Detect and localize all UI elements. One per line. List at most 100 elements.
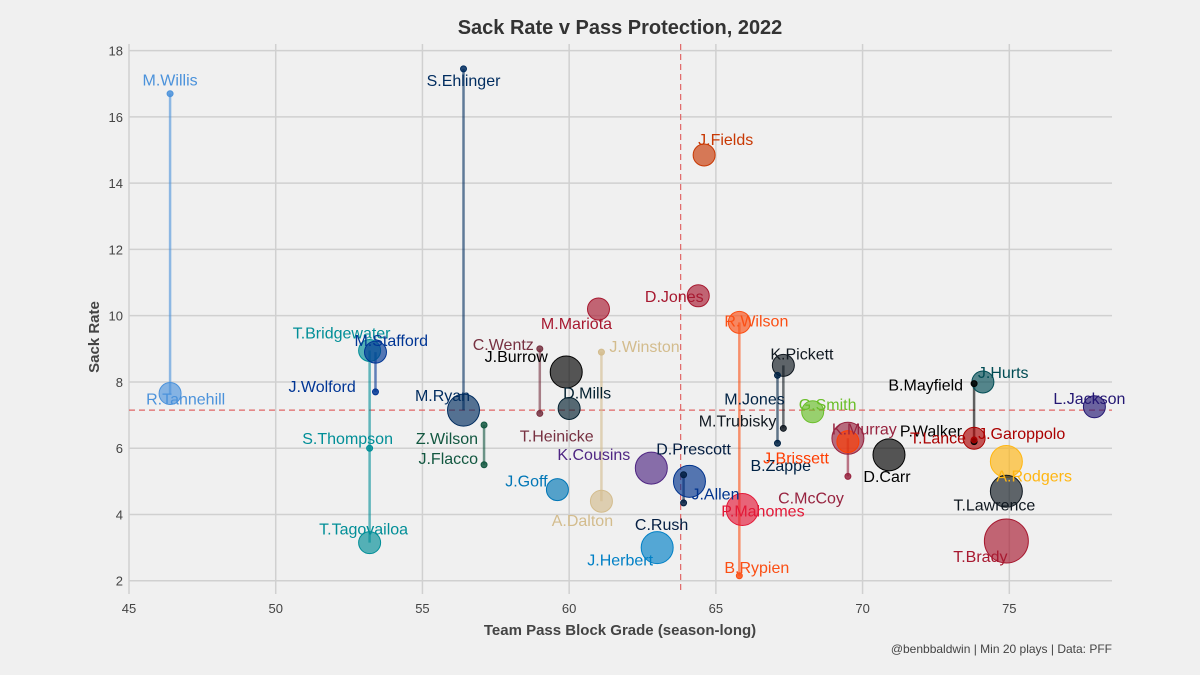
label-d-mills: D.Mills xyxy=(563,385,611,402)
point-m-willis xyxy=(166,90,174,98)
point-s-ehlinger xyxy=(460,65,468,73)
reference-lines xyxy=(129,44,1112,594)
label-d-carr: D.Carr xyxy=(863,469,911,486)
chart-title: Sack Rate v Pass Protection, 2022 xyxy=(458,17,783,39)
label-m-jones: M.Jones xyxy=(724,391,784,408)
point-c-mccoy xyxy=(844,472,852,480)
point-j-garoppolo xyxy=(970,436,978,444)
label-a-dalton: A.Dalton xyxy=(552,513,613,530)
y-tick-label: 12 xyxy=(109,242,123,257)
label-s-thompson: S.Thompson xyxy=(302,431,393,448)
data-points xyxy=(158,65,1106,580)
point-j-brissett xyxy=(836,430,860,454)
label-j-hurts: J.Hurts xyxy=(978,365,1029,382)
x-tick-label: 75 xyxy=(1002,601,1016,616)
point-k-cousins xyxy=(634,451,668,485)
point-j-wolford xyxy=(371,388,379,396)
y-tick-label: 18 xyxy=(109,44,123,59)
point-d-mills xyxy=(557,396,581,420)
point-d-jones xyxy=(686,284,710,308)
point-l-jackson xyxy=(1082,395,1106,419)
point-b-zappe xyxy=(773,439,781,447)
label-m-willis: M.Willis xyxy=(143,73,198,90)
y-tick-label: 4 xyxy=(116,507,123,522)
x-tick-label: 45 xyxy=(122,601,136,616)
point-t-heinicke xyxy=(536,409,544,417)
label-t-tagovailoa: T.Tagovailoa xyxy=(319,522,408,539)
label-k-murray: K.Murray xyxy=(832,421,897,438)
label-b-mayfield: B.Mayfield xyxy=(888,378,963,395)
label-j-burrow: J.Burrow xyxy=(485,349,549,366)
point-m-ryan xyxy=(447,393,481,427)
y-axis-ticks: 2 4 6 8 10 12 14 16 18 xyxy=(109,44,123,589)
source-caption: @benbbaldwin | Min 20 plays | Data: PFF xyxy=(891,642,1112,656)
point-m-trubisky xyxy=(779,424,787,432)
label-j-winston: J.Winston xyxy=(609,339,679,356)
label-p-mahomes: P.Mahomes xyxy=(721,504,804,521)
label-j-herbert: J.Herbert xyxy=(587,553,653,570)
point-r-tannehill xyxy=(158,382,182,406)
label-m-stafford: M.Stafford xyxy=(354,333,428,350)
x-tick-label: 70 xyxy=(855,601,869,616)
y-tick-label: 10 xyxy=(109,309,123,324)
label-m-ryan: M.Ryan xyxy=(415,388,470,405)
label-j-wolford: J.Wolford xyxy=(288,379,355,396)
label-t-lawrence: T.Lawrence xyxy=(953,497,1035,514)
x-tick-label: 65 xyxy=(709,601,723,616)
point-j-flacco xyxy=(480,461,488,469)
label-m-trubisky: M.Trubisky xyxy=(699,413,777,430)
point-j-burrow xyxy=(549,355,583,389)
y-tick-label: 2 xyxy=(116,574,123,589)
label-s-ehlinger: S.Ehlinger xyxy=(427,73,501,90)
y-tick-label: 6 xyxy=(116,441,123,456)
point-t-lawrence xyxy=(989,474,1023,508)
point-c-rush xyxy=(680,499,688,507)
x-tick-label: 60 xyxy=(562,601,576,616)
point-labels: M.Willis R.Tannehill S.Ehlinger M.Ryan T.Bri… xyxy=(143,73,1126,577)
x-axis-title: Team Pass Block Grade (season-long) xyxy=(484,622,756,639)
point-j-herbert xyxy=(640,531,674,565)
x-axis-ticks: 45 50 55 60 65 70 75 xyxy=(122,601,1017,616)
point-s-thompson xyxy=(366,444,374,452)
label-d-prescott: D.Prescott xyxy=(656,442,731,459)
point-d-prescott xyxy=(680,471,688,479)
point-g-smith xyxy=(801,400,825,424)
label-k-cousins: K.Cousins xyxy=(557,447,630,464)
point-j-fields xyxy=(692,143,716,167)
label-j-fields: J.Fields xyxy=(698,132,753,149)
label-c-rush: C.Rush xyxy=(635,517,688,534)
point-d-carr xyxy=(872,438,906,472)
point-c-wentz xyxy=(536,345,544,353)
label-d-jones: D.Jones xyxy=(645,289,704,306)
label-m-mariota: M.Mariota xyxy=(541,316,612,333)
label-p-walker: P.Walker xyxy=(900,424,963,441)
label-b-rypien: B.Rypien xyxy=(724,560,789,577)
label-t-brady: T.Brady xyxy=(953,549,1007,566)
label-c-mccoy: C.McCoy xyxy=(778,490,844,507)
label-t-lance: T.Lance xyxy=(910,430,966,447)
label-b-zappe: B.Zappe xyxy=(750,458,811,475)
point-t-brady xyxy=(983,518,1029,564)
point-z-wilson xyxy=(480,421,488,429)
label-t-heinicke: T.Heinicke xyxy=(520,428,594,445)
grid-lines xyxy=(128,44,1112,594)
label-k-pickett: K.Pickett xyxy=(770,346,834,363)
point-m-jones xyxy=(773,371,781,379)
point-j-winston xyxy=(597,348,605,356)
label-z-wilson: Z.Wilson xyxy=(416,431,478,448)
label-g-smith: G.Smith xyxy=(799,397,857,414)
point-m-mariota xyxy=(586,297,610,321)
y-axis-title: Sack Rate xyxy=(86,301,103,373)
point-k-pickett xyxy=(771,353,795,377)
label-r-wilson: R.Wilson xyxy=(724,313,788,330)
label-t-bridgewater: T.Bridgewater xyxy=(293,325,391,342)
label-j-allen: J.Allen xyxy=(691,486,739,503)
point-t-tagovailoa xyxy=(358,531,382,555)
point-r-wilson xyxy=(727,310,751,334)
y-tick-label: 8 xyxy=(116,375,123,390)
label-c-wentz: C.Wentz xyxy=(473,337,534,354)
x-tick-label: 50 xyxy=(268,601,282,616)
label-r-tannehill: R.Tannehill xyxy=(146,392,225,409)
x-tick-label: 55 xyxy=(415,601,429,616)
